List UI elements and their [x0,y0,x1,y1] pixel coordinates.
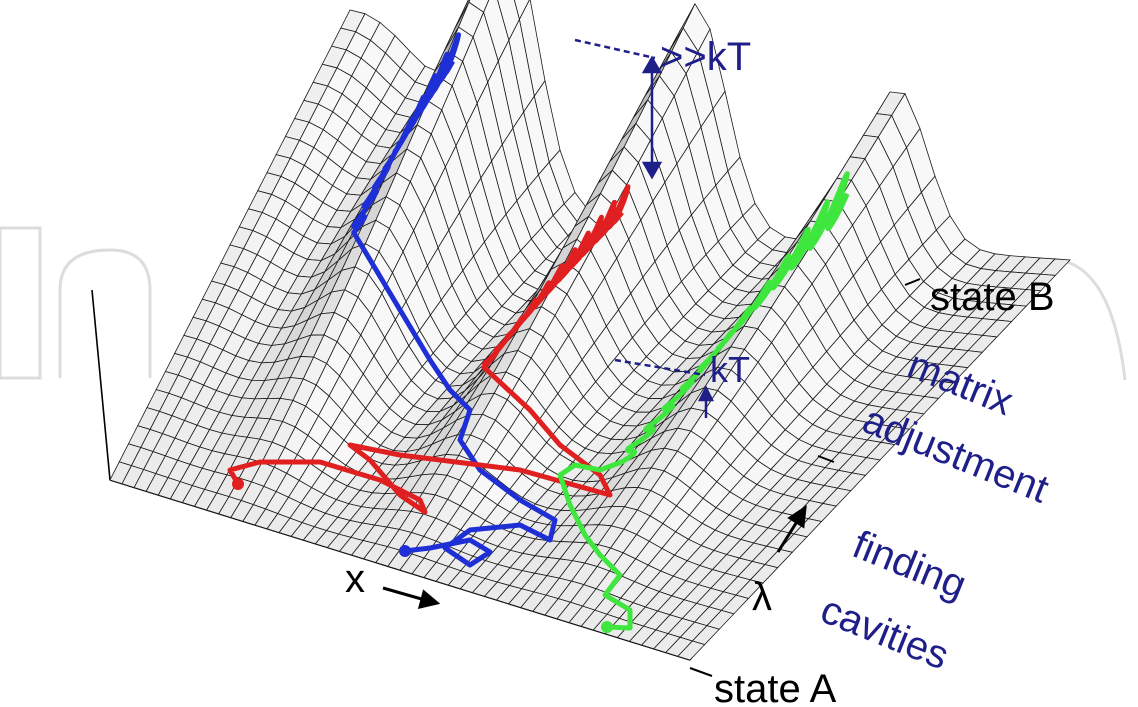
surface-facets [109,0,1071,661]
trajectory-red-start [232,478,244,490]
barrier-high-label: >>kT [660,35,751,79]
x-axis-label: x [345,557,365,601]
state-a-label: state A [714,667,837,707]
state-b-label: state B [930,275,1055,319]
trajectory-red [227,184,631,515]
stage-upper-label-line2: adjustment [857,398,1055,512]
stage-lower-label-line1: finding [847,523,973,608]
x-direction-arrow [382,586,441,610]
trajectory-blue [351,32,558,568]
trajectories [227,32,850,633]
trajectory-blue-start [399,545,411,557]
barrier-low-label: kT [710,349,750,390]
barrier-low-annotation [614,358,715,418]
trajectory-green-start [601,621,613,633]
trajectory-green [557,171,850,631]
surface-mesh [109,0,1071,661]
lambda-axis [689,278,921,677]
stage-lower-label-line2: cavities [815,588,955,679]
lambda-direction-arrow [776,504,807,553]
barrier-high-annotation [574,38,663,180]
surface-facet [677,640,706,661]
lambda-axis-label: λ [752,575,772,619]
